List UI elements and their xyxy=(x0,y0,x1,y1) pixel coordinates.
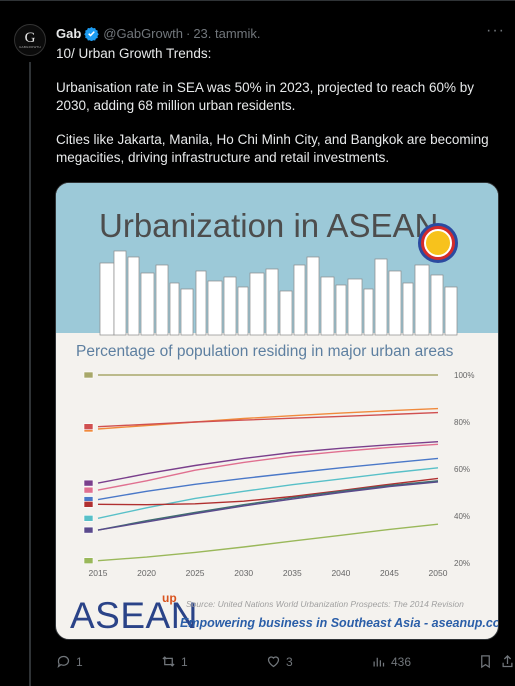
verified-badge-icon xyxy=(84,26,100,41)
asean-emblem-icon xyxy=(418,223,458,263)
series-line-8 xyxy=(97,477,439,506)
series-line-4 xyxy=(97,441,439,484)
views-button[interactable]: 436 xyxy=(371,654,411,669)
tweet-date[interactable]: 23. tammik. xyxy=(193,26,261,41)
x-tick-label: 2040 xyxy=(331,568,350,578)
reply-icon xyxy=(57,655,70,669)
chart-source: Source: United Nations World Urbanizatio… xyxy=(186,599,464,609)
country-flag-icon-3 xyxy=(83,423,94,431)
tweet-line-2: Urbanisation rate in SEA was 50% in 2023… xyxy=(56,80,474,113)
urbanization-line-chart: 2015 2020 2025 2030 2035 2040 2045 2050 20% 40% 60… xyxy=(83,371,474,578)
share-button[interactable] xyxy=(500,654,515,669)
x-tick-label: 2025 xyxy=(186,568,205,578)
country-flag-icon-5 xyxy=(83,486,94,494)
y-tick-label: 40% xyxy=(454,512,470,521)
top-divider xyxy=(0,0,515,1)
x-tick-label: 2020 xyxy=(137,568,156,578)
like-button[interactable]: 3 xyxy=(266,654,293,669)
author-handle[interactable]: @GabGrowth xyxy=(103,26,183,41)
heart-icon xyxy=(267,656,280,668)
thread-line xyxy=(29,62,31,686)
country-flag-icon-1 xyxy=(83,371,94,379)
y-tick-label: 80% xyxy=(454,418,470,427)
y-tick-label: 100% xyxy=(454,371,474,380)
chart-subtitle: Percentage of population residing in maj… xyxy=(76,343,454,360)
y-tick-label: 60% xyxy=(454,465,470,474)
retweet-icon xyxy=(162,656,175,667)
infographic-tagline: Empowering business in Southeast Asia - … xyxy=(180,616,499,630)
reply-button[interactable]: 1 xyxy=(56,654,83,669)
avatar-caption: GABGROWTH xyxy=(19,45,41,49)
tweet-line-1: 10/ Urban Growth Trends: xyxy=(56,46,212,61)
author-name[interactable]: Gab xyxy=(56,26,82,41)
retweet-count: 1 xyxy=(181,654,188,669)
tweet-media-image[interactable]: Urbanization in ASEAN Percentage of popu… xyxy=(55,182,499,640)
tweet-actions: 1 1 3 436 xyxy=(56,654,513,672)
series-line-9 xyxy=(97,480,439,531)
country-flag-icon-8 xyxy=(83,501,94,508)
x-tick-label: 2035 xyxy=(283,568,302,578)
more-options-icon[interactable]: ··· xyxy=(486,22,505,39)
bookmark-button[interactable] xyxy=(478,654,498,669)
tweet-header: Gab @GabGrowth · 23. tammik. xyxy=(56,26,261,41)
infographic-title: Urbanization in ASEAN xyxy=(99,207,439,244)
series-line-2 xyxy=(97,407,439,430)
retweet-button[interactable]: 1 xyxy=(161,654,188,669)
avatar-letter: G xyxy=(24,30,36,46)
series-line-3 xyxy=(97,411,439,428)
country-flag-icon-10 xyxy=(83,526,94,534)
x-tick-label: 2015 xyxy=(89,568,108,578)
bookmark-icon xyxy=(481,655,490,669)
avatar[interactable]: G GABGROWTH xyxy=(14,24,46,56)
series-line-6 xyxy=(97,457,439,501)
like-count: 3 xyxy=(286,654,293,669)
aseanup-logo-superscript: up xyxy=(162,591,177,605)
series-line-7 xyxy=(97,467,439,519)
series-line-5 xyxy=(97,443,439,491)
x-tick-label: 2030 xyxy=(234,568,253,578)
views-count: 436 xyxy=(391,654,412,669)
y-tick-label: 20% xyxy=(454,559,470,568)
x-tick-label: 2045 xyxy=(380,568,399,578)
country-flag-icon-4 xyxy=(83,479,94,487)
series-line-11 xyxy=(97,523,439,562)
tweet-line-3: Cities like Jakarta, Manila, Ho Chi Minh… xyxy=(56,132,489,165)
country-flag-icon-7 xyxy=(83,515,94,522)
series-line-10 xyxy=(97,481,439,531)
views-bar-chart-icon xyxy=(373,657,385,667)
country-flag-icon-11 xyxy=(83,557,94,564)
reply-count: 1 xyxy=(76,654,83,669)
x-tick-label: 2050 xyxy=(429,568,448,578)
tweet-text: 10/ Urban Growth Trends: Urbanisation ra… xyxy=(56,45,504,183)
city-skyline xyxy=(99,250,458,336)
share-icon xyxy=(502,654,513,668)
header-separator: · xyxy=(185,26,191,41)
aseanup-logo: ASEAN xyxy=(70,595,198,636)
